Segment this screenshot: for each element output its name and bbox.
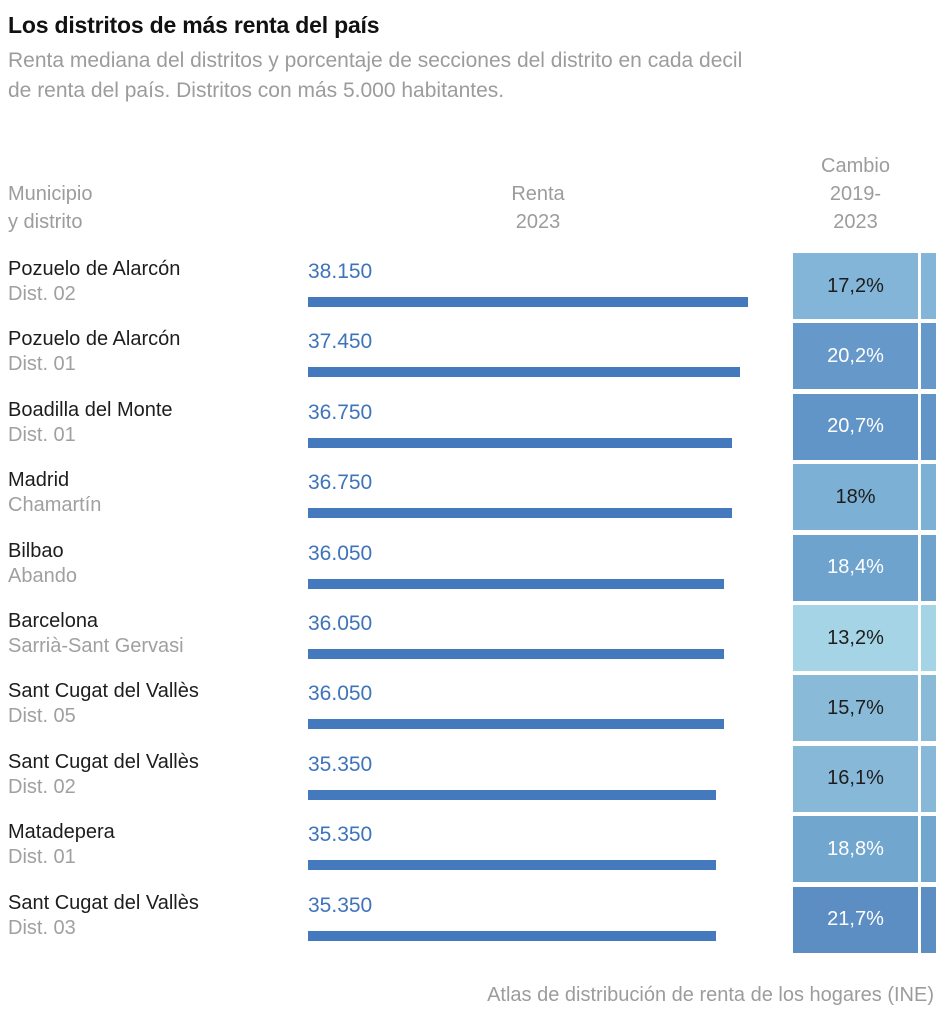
cambio-sliver [921,605,936,671]
cambio-cell: 21,7% [793,886,918,953]
column-header-line: Cambio [821,155,890,177]
cambio-value-label: 20,2% [827,344,884,367]
cambio-cell: 16,1% [793,745,918,812]
subtitle-line: Renta mediana del distritos y porcentaje… [8,49,743,72]
cambio-cell: 20,7% [793,393,918,460]
column-header-line: 2023 [515,211,561,233]
cambio-sliver [921,464,936,531]
column-header-line: 2019- [829,183,882,205]
table-row: Barcelona Sarrià-Sant Gervasi 36.050 13,… [0,605,936,671]
table-row: Pozuelo de Alarcón Dist. 01 37.450 20,2% [0,323,936,390]
table-row: Boadilla del Monte Dist. 01 36.750 20,7% [0,393,936,460]
renta-value-label: 38.150 [308,260,373,283]
cambio-value-label: 21,7% [827,908,884,931]
municipio-label: Bilbao [8,539,64,562]
cambio-cell: 15,7% [793,675,918,742]
renta-value-label: 36.050 [308,541,373,565]
renta-bar [308,297,748,307]
cambio-value-label: 18,8% [827,837,884,860]
table-row: Matadepera Dist. 01 35.350 18,8% [0,816,936,883]
table-row: Pozuelo de Alarcón Dist. 02 38.150 17,2% [0,253,936,319]
municipio-label: Barcelona [8,610,99,632]
cambio-cell: 18,4% [793,534,918,601]
municipio-label: Sant Cugat del Vallès [8,891,199,914]
cambio-value-label: 18% [835,485,876,508]
cambio-value-label: 20,7% [827,415,884,438]
renta-bar [308,437,732,448]
distrito-label: Dist. 02 [8,283,76,305]
renta-bar [308,649,724,659]
cambio-cell: 20,2% [793,323,918,390]
renta-value-label: 35.350 [308,752,373,776]
cambio-sliver [921,745,936,812]
column-header-line: Renta [511,183,565,205]
renta-bar [308,508,732,519]
renta-value-label: 35.350 [308,893,373,917]
renta-bar [308,367,740,378]
column-header-line: 2023 [833,211,878,233]
municipio-label: Sant Cugat del Vallès [8,680,199,703]
table-row: Bilbao Abando 36.050 18,4% [0,534,936,601]
distrito-label: Chamartín [8,494,102,517]
cambio-sliver [921,253,936,319]
cambio-sliver [921,816,936,883]
column-header-renta: Renta 2023 [458,180,618,236]
renta-value-label: 36.050 [308,612,373,635]
cambio-sliver [921,675,936,742]
renta-value-label: 37.450 [308,330,373,354]
cambio-cell: 13,2% [793,605,918,671]
cambio-sliver [921,534,936,601]
renta-bar [308,719,724,730]
cambio-value-label: 17,2% [827,274,884,297]
table-row: Sant Cugat del Vallès Dist. 02 35.350 16… [0,745,936,812]
distrito-label: Dist. 01 [8,846,76,869]
table-row: Sant Cugat del Vallès Dist. 05 36.050 15… [0,675,936,742]
cambio-value-label: 13,2% [827,626,884,649]
renta-bar [308,930,716,941]
municipio-label: Sant Cugat del Vallès [8,750,199,773]
subtitle-line: de renta del país. Distritos con más 5.0… [8,79,505,102]
renta-value-label: 36.750 [308,471,373,495]
distrito-label: Dist. 01 [8,423,76,446]
cambio-cell: 18,8% [793,816,918,883]
renta-bar [308,789,716,800]
renta-bar [308,578,724,589]
municipio-label: Boadilla del Monte [8,398,173,421]
distrito-label: Dist. 02 [8,775,76,798]
column-header-cambio: Cambio 2019- 2023 [793,152,918,236]
renta-value-label: 36.050 [308,682,373,706]
renta-value-label: 35.350 [308,823,373,847]
municipio-label: Pozuelo de Alarcón [8,328,181,351]
table-row: Sant Cugat del Vallès Dist. 03 35.350 21… [0,886,936,953]
cambio-sliver [921,886,936,953]
column-header-line: y distrito [8,211,83,233]
cambio-value-label: 16,1% [827,767,884,790]
page-title: Los distritos de más renta del país [8,12,380,38]
column-header-line: Municipio [8,183,93,205]
source-note: Atlas de distribución de renta de los ho… [487,984,934,1006]
municipio-label: Madrid [8,469,70,492]
cambio-sliver [921,323,936,390]
municipio-label: Matadepera [8,821,115,844]
cambio-value-label: 15,7% [827,696,884,719]
distrito-label: Abando [8,564,77,587]
table-row: Madrid Chamartín 36.750 18% [0,464,936,531]
column-header-municipio: Municipio y distrito [8,180,92,236]
cambio-sliver [921,393,936,460]
cambio-cell: 18% [793,464,918,531]
chart-subtitle: Renta mediana del distritos y porcentaje… [8,46,742,106]
distrito-label: Dist. 03 [8,916,76,939]
cambio-cell: 17,2% [793,253,918,319]
renta-bar [308,860,716,871]
municipio-label: Pozuelo de Alarcón [8,258,181,280]
cambio-value-label: 18,4% [827,556,884,579]
distrito-label: Sarrià-Sant Gervasi [8,635,184,657]
distrito-label: Dist. 01 [8,353,76,376]
renta-value-label: 36.750 [308,400,373,424]
distrito-label: Dist. 05 [8,705,76,728]
